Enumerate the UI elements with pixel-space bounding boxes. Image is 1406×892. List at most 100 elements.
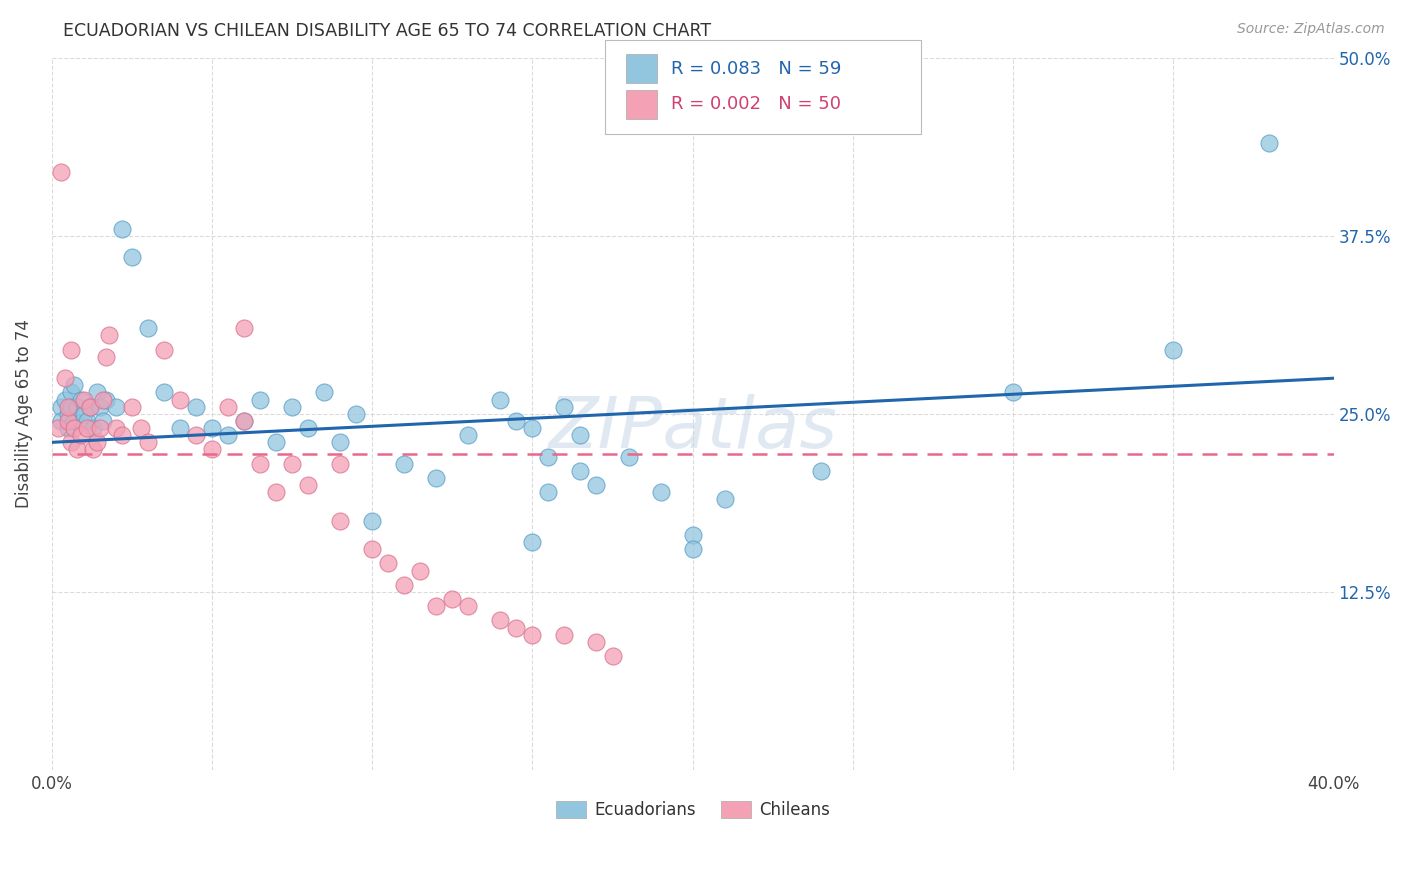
Point (522, 421, 544, 435)
Point (233, 321, 256, 335)
Point (59, 400, 82, 414)
Point (201, 421, 224, 435)
Point (505, 621, 527, 635)
Point (361, 514, 384, 528)
Point (682, 542, 704, 557)
Point (136, 321, 159, 335)
Point (281, 457, 304, 471)
Legend: Ecuadorians, Chileans: Ecuadorians, Chileans (548, 794, 837, 826)
Point (69, 392, 91, 407)
Point (59, 435, 82, 450)
Point (98, 328, 121, 343)
Point (131, 421, 153, 435)
Point (104, 421, 127, 435)
Point (51, 400, 73, 414)
Point (425, 471, 447, 485)
Point (89, 400, 111, 414)
Point (169, 392, 191, 407)
Point (522, 627, 544, 641)
Point (537, 450, 560, 464)
Point (522, 535, 544, 549)
Point (329, 457, 352, 471)
Point (121, 400, 143, 414)
Point (553, 400, 575, 414)
Point (104, 400, 127, 414)
Point (489, 614, 512, 628)
Point (281, 400, 304, 414)
Point (63, 421, 86, 435)
Point (73, 392, 96, 407)
Point (76, 414, 98, 428)
Point (121, 250, 143, 264)
Point (585, 634, 607, 648)
Point (713, 492, 735, 507)
Point (329, 435, 352, 450)
Point (153, 343, 176, 357)
Point (249, 392, 271, 407)
Point (184, 400, 207, 414)
Point (136, 435, 159, 450)
Point (86, 435, 108, 450)
Point (111, 221, 134, 235)
Point (617, 450, 640, 464)
Text: ZIPatlas: ZIPatlas (548, 393, 837, 463)
Point (505, 414, 527, 428)
Point (51, 164, 73, 178)
Point (409, 564, 432, 578)
Point (569, 428, 592, 442)
Point (394, 578, 416, 592)
Point (46, 421, 69, 435)
Point (69, 428, 91, 442)
Text: ECUADORIAN VS CHILEAN DISABILITY AGE 65 TO 74 CORRELATION CHART: ECUADORIAN VS CHILEAN DISABILITY AGE 65 … (63, 22, 711, 40)
Point (297, 478, 319, 492)
Point (377, 557, 399, 571)
Point (457, 599, 479, 614)
Point (59, 385, 82, 400)
Text: R = 0.002   N = 50: R = 0.002 N = 50 (671, 95, 841, 113)
Point (66, 400, 89, 414)
Point (1258, 136, 1281, 150)
Point (56, 414, 79, 428)
Point (394, 457, 416, 471)
Point (489, 392, 512, 407)
Point (441, 592, 464, 607)
Text: Source: ZipAtlas.com: Source: ZipAtlas.com (1237, 22, 1385, 37)
Point (457, 428, 479, 442)
Point (264, 435, 287, 450)
Point (233, 414, 256, 428)
Point (86, 385, 108, 400)
Point (73, 407, 96, 421)
Point (585, 478, 607, 492)
Point (682, 528, 704, 542)
Point (91, 414, 114, 428)
Point (169, 421, 191, 435)
Point (111, 428, 134, 442)
Point (66, 442, 89, 457)
Point (361, 542, 384, 557)
Point (63, 378, 86, 392)
Point (59, 343, 82, 357)
Point (56, 421, 79, 435)
Point (96, 350, 118, 364)
Point (76, 421, 98, 435)
Point (82, 442, 104, 457)
Point (249, 457, 271, 471)
Point (56, 407, 79, 421)
Point (537, 485, 560, 500)
Point (63, 414, 86, 428)
Y-axis label: Disability Age 65 to 74: Disability Age 65 to 74 (15, 319, 32, 508)
Point (1161, 343, 1184, 357)
Point (602, 648, 624, 663)
Point (553, 627, 575, 641)
Point (53, 371, 76, 385)
Point (297, 421, 319, 435)
Point (51, 414, 73, 428)
Point (233, 414, 256, 428)
Point (569, 464, 592, 478)
Point (314, 385, 336, 400)
Point (344, 407, 367, 421)
Point (56, 400, 79, 414)
Text: R = 0.083   N = 59: R = 0.083 N = 59 (671, 60, 841, 78)
Point (650, 485, 672, 500)
Point (201, 442, 224, 457)
